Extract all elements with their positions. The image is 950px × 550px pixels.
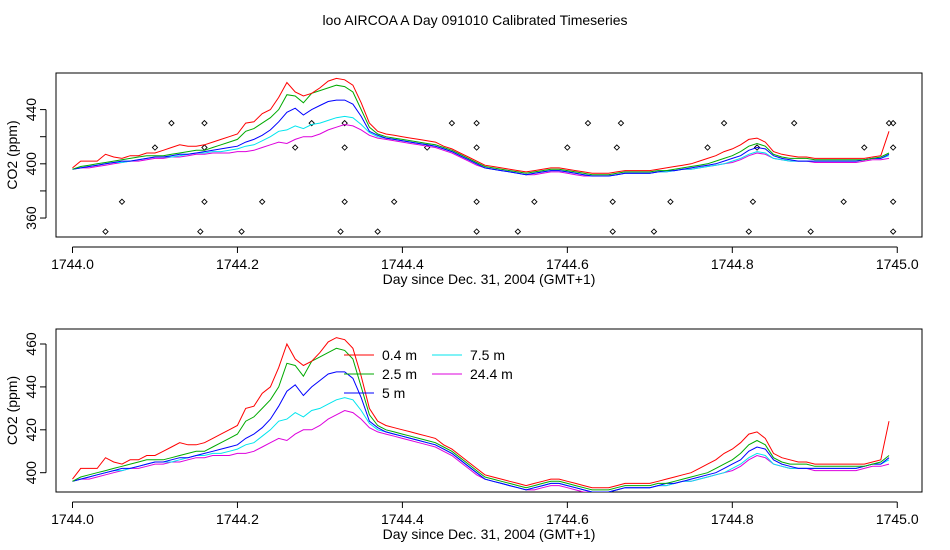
- bottom-series-line-2-5-m: [72, 347, 890, 491]
- top-plot-area: [72, 77, 897, 235]
- top-marker-point: [238, 228, 245, 235]
- bottom-y-tick-label: 440: [23, 375, 39, 399]
- top-marker-point: [448, 119, 456, 127]
- top-marker-point: [102, 228, 109, 235]
- top-x-tick-label: 1744.6: [546, 256, 589, 272]
- top-marker-point: [749, 198, 757, 205]
- top-x-tick-label: 1744.0: [51, 256, 94, 272]
- top-marker-point: [650, 228, 658, 235]
- top-marker-point: [374, 228, 381, 235]
- top-marker-point: [473, 144, 480, 151]
- top-marker-point: [617, 119, 625, 127]
- top-series-line-5-m: [72, 99, 890, 177]
- top-marker-point: [390, 198, 398, 205]
- top-marker-point: [745, 228, 753, 235]
- top-series-line-0-4-m: [72, 77, 890, 174]
- top-marker-point: [514, 228, 522, 235]
- top-marker-point: [704, 144, 711, 151]
- bottom-x-tick-label: 1744.2: [216, 511, 259, 527]
- top-y-tick-label: 360: [23, 206, 39, 230]
- top-series-line-24-4-m: [72, 123, 890, 177]
- top-panel: 1744.0 1744.2 1744.4 1744.6 1744.8 1745.0 Day …: [4, 72, 923, 287]
- legend-label-2-5-m: 2.5 m: [382, 366, 417, 382]
- top-series-line-2-5-m: [72, 84, 890, 176]
- bottom-series-line-0-4-m: [72, 337, 890, 489]
- top-marker-point: [609, 228, 616, 235]
- top-marker-point: [613, 144, 621, 151]
- bottom-y-tick-label: 460: [23, 332, 39, 356]
- top-marker-point: [889, 144, 897, 151]
- top-marker-point: [197, 228, 204, 235]
- bottom-plot-area: [72, 337, 890, 492]
- legend-label-5-m: 5 m: [382, 385, 405, 401]
- legend-label-24-4-m: 24.4 m: [470, 366, 513, 382]
- top-marker-point: [885, 119, 893, 127]
- top-marker-point: [584, 119, 592, 127]
- top-marker-point: [168, 119, 175, 127]
- top-marker-point: [609, 198, 616, 205]
- top-x-tick-label: 1744.4: [381, 256, 424, 272]
- top-marker-point: [291, 144, 299, 151]
- bottom-x-axis-title: Day since Dec. 31, 2004 (GMT+1): [383, 526, 596, 542]
- top-marker-point: [341, 198, 348, 205]
- top-marker-point: [889, 198, 897, 205]
- bottom-plot-frame: [55, 328, 923, 493]
- bottom-x-tick-label: 1744.4: [381, 511, 424, 527]
- top-marker-point: [308, 119, 315, 127]
- top-marker-point: [889, 228, 897, 235]
- bottom-x-tick-label: 1744.6: [546, 511, 589, 527]
- bottom-series-line-24-4-m: [72, 409, 890, 492]
- legend: 0.4 m 2.5 m 5 m 7.5 m 24.4 m: [344, 347, 513, 401]
- top-plot-frame: [55, 72, 923, 238]
- legend-label-0-4-m: 0.4 m: [382, 347, 417, 363]
- top-y-tick-label: 400: [23, 152, 39, 176]
- top-marker-point: [473, 119, 480, 127]
- top-marker-point: [840, 198, 847, 205]
- bottom-x-tick-label: 1744.0: [51, 511, 94, 527]
- top-marker-point: [720, 119, 728, 127]
- bottom-y-tick-label: 420: [23, 418, 39, 442]
- top-marker-point: [201, 119, 208, 127]
- legend-label-7-5-m: 7.5 m: [470, 347, 505, 363]
- top-marker-point: [807, 228, 814, 235]
- top-marker-point: [889, 119, 897, 127]
- top-x-tick-label: 1745.0: [876, 256, 919, 272]
- top-marker-point: [790, 119, 798, 127]
- top-x-axis-title: Day since Dec. 31, 2004 (GMT+1): [383, 271, 596, 287]
- top-marker-point: [341, 144, 348, 151]
- bottom-y-tick-label: 400: [23, 461, 39, 485]
- top-x-tick-label: 1744.2: [216, 256, 259, 272]
- top-marker-point: [564, 144, 571, 151]
- top-marker-point: [861, 144, 868, 151]
- top-marker-point: [473, 198, 480, 205]
- top-marker-point: [473, 228, 480, 235]
- top-marker-point: [667, 198, 674, 205]
- top-marker-point: [258, 198, 266, 205]
- top-y-axis-title: CO2 (ppm): [4, 120, 20, 189]
- top-marker-point: [118, 198, 126, 205]
- top-marker-point: [337, 228, 344, 235]
- bottom-x-tick-label: 1744.8: [711, 511, 754, 527]
- top-x-tick-label: 1744.8: [711, 256, 754, 272]
- top-marker-point: [201, 198, 208, 205]
- top-marker-point: [341, 119, 348, 127]
- top-marker-point: [753, 144, 761, 151]
- bottom-panel: 1744.0 1744.2 1744.4 1744.6 1744.8 1745.0 Day …: [4, 328, 923, 542]
- bottom-x-tick-label: 1745.0: [876, 511, 919, 527]
- page-title: loo AIRCOA A Day 091010 Calibrated Times…: [322, 12, 628, 28]
- top-marker-point: [151, 144, 159, 151]
- bottom-y-axis-title: CO2 (ppm): [4, 376, 20, 445]
- top-y-tick-label: 440: [23, 98, 39, 122]
- top-marker-point: [531, 198, 538, 205]
- bottom-series-line-5-m: [72, 371, 890, 492]
